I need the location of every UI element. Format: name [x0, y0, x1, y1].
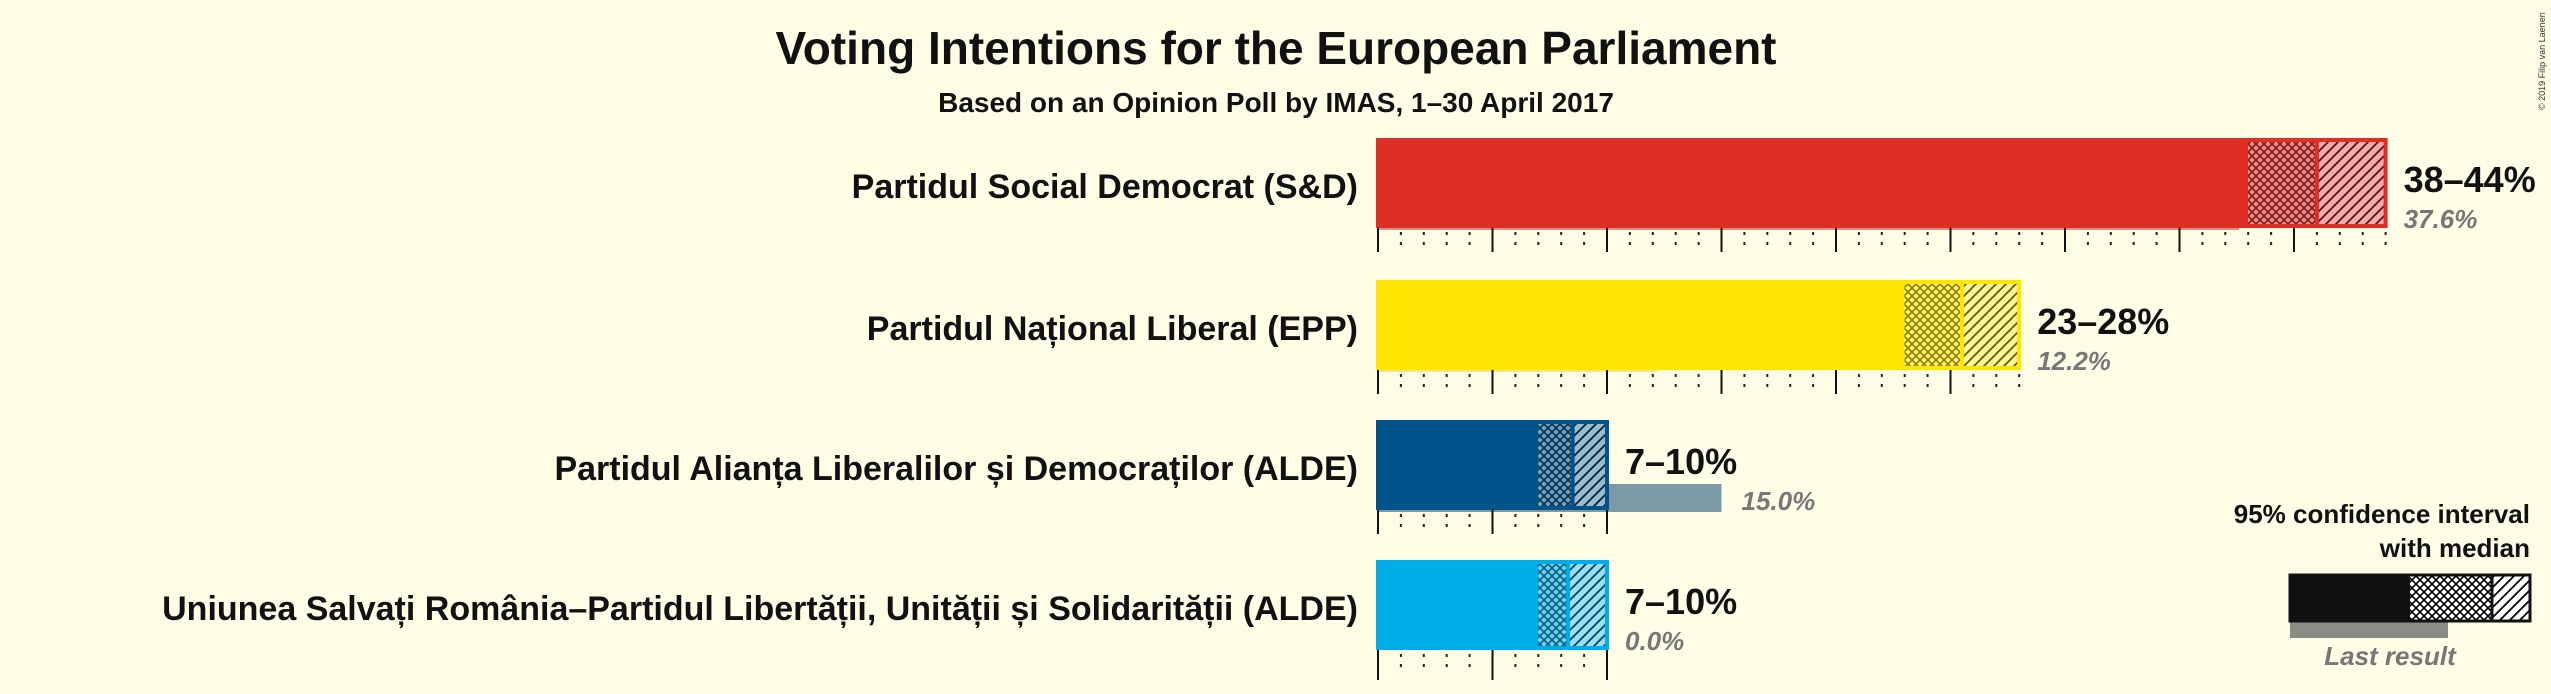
bar-outline: [1376, 280, 2022, 370]
bar-outline: [1376, 420, 1609, 510]
bar-solid: [1378, 562, 1539, 648]
legend-crosshatch: [2410, 575, 2492, 621]
plot-area: Partidul Social Democrat (S&D) 38–44% 37.6…: [162, 138, 2536, 680]
bar-ci-upper: [1572, 422, 1607, 508]
range-label: 23–28%: [2037, 301, 2169, 342]
legend-last-result-bar: [2290, 618, 2448, 638]
party-label: Partidul Național Liberal (EPP): [867, 310, 1358, 348]
legend-hatch: [2492, 575, 2530, 621]
range-label: 38–44%: [2404, 159, 2536, 200]
party-label: Uniunea Salvați România–Partidul Libertă…: [162, 590, 1358, 628]
last-result-label: 0.0%: [1625, 626, 1684, 656]
bar-ci-upper-tint: [1572, 422, 1607, 508]
chart-title: Voting Intentions for the European Parli…: [776, 22, 1777, 74]
bar-solid: [1378, 422, 1539, 508]
legend-last-result-label: Last result: [2324, 641, 2457, 671]
range-label: 7–10%: [1625, 581, 1737, 622]
bar-ci-lower-tint: [2248, 140, 2317, 226]
party-label: Partidul Social Democrat (S&D): [852, 168, 1358, 206]
bar-ci-upper-tint: [1961, 282, 2020, 368]
bar-ci-upper-tint: [2316, 140, 2386, 226]
bar-ci-lower-tint: [1538, 422, 1573, 508]
bar-ci-upper: [1568, 562, 1607, 648]
legend-outline: [2288, 573, 2532, 623]
bar-solid: [1378, 282, 1905, 368]
last-result-label: 15.0%: [1742, 486, 1816, 516]
legend-solid-bar: [2290, 575, 2410, 621]
copyright: © 2019 Filip van Laenen: [2537, 12, 2547, 110]
bar-outline: [1376, 560, 1609, 650]
legend-label-line2: with median: [2379, 533, 2530, 563]
chart-subtitle: Based on an Opinion Poll by IMAS, 1–30 A…: [938, 87, 1614, 118]
bar-ci-lower-tint: [1538, 562, 1569, 648]
bar-outline: [1376, 138, 2388, 228]
bar-ci-upper: [1961, 282, 2020, 368]
bar-ci-upper-tint: [1568, 562, 1607, 648]
last-result-label: 12.2%: [2037, 346, 2111, 376]
range-label: 7–10%: [1625, 441, 1737, 482]
legend: 95% confidence interval with median Last…: [2234, 499, 2532, 671]
party-label: Partidul Alianța Liberalilor și Democraț…: [554, 450, 1358, 488]
bar-ci-upper: [2316, 140, 2386, 226]
legend-label-line1: 95% confidence interval: [2234, 499, 2530, 529]
last-result-label: 37.6%: [2404, 204, 2478, 234]
bar-solid: [1378, 140, 2249, 226]
bar-ci-lower-tint: [1904, 282, 1962, 368]
